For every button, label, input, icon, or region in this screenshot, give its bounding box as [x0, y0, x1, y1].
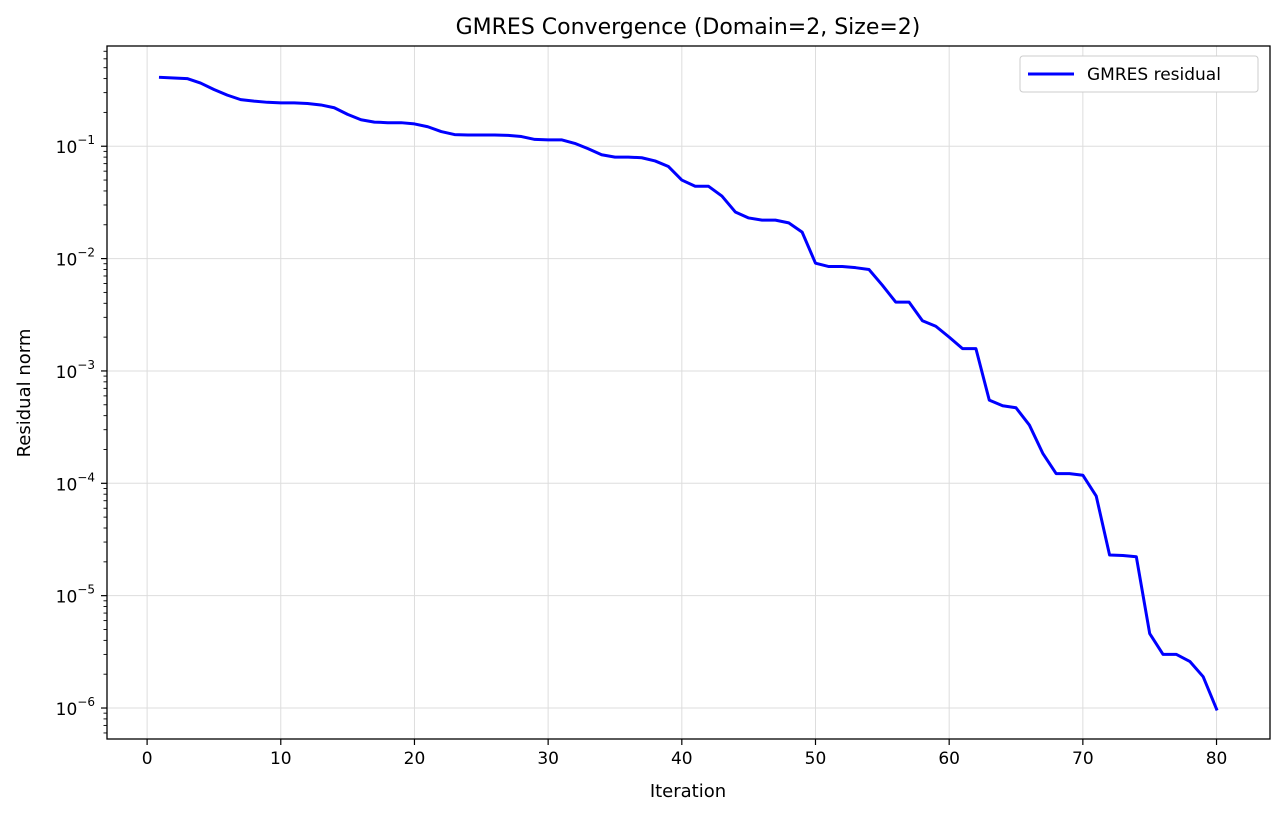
y-tick-exponent: −1 — [77, 133, 95, 147]
y-tick-label: 10−5 — [56, 583, 95, 608]
y-tick-exponent: −3 — [77, 358, 95, 372]
plot-frame — [106, 45, 1271, 740]
y-tick-exponent: −6 — [77, 695, 95, 709]
x-tick-label: 0 — [142, 749, 153, 769]
grid — [107, 46, 1270, 739]
x-tick-label: 20 — [404, 749, 426, 769]
x-tick-label: 10 — [270, 749, 292, 769]
y-tick-exponent: −5 — [77, 583, 95, 597]
y-tick-exponent: −4 — [77, 470, 95, 484]
legend-label: GMRES residual — [1087, 65, 1221, 85]
series-line-gmres-residual — [158, 75, 1219, 711]
y-axis-label: Residual norm — [14, 329, 35, 458]
x-tick-label: 30 — [537, 749, 559, 769]
x-tick-label: 70 — [1072, 749, 1094, 769]
legend-box — [1019, 55, 1259, 93]
x-tick-label: 40 — [671, 749, 693, 769]
x-axis-label: Iteration — [650, 781, 726, 802]
y-tick-label: 10−6 — [56, 695, 95, 720]
x-tick-label: 60 — [938, 749, 960, 769]
y-tick-exponent: −2 — [77, 246, 95, 260]
series-group — [158, 75, 1219, 711]
x-axis-ticks: 0 10 20 30 40 50 60 70 80 — [142, 739, 1228, 769]
y-tick-label: 10−2 — [56, 246, 95, 271]
chart-title: GMRES Convergence (Domain=2, Size=2) — [456, 15, 921, 40]
x-tick-label: 80 — [1206, 749, 1228, 769]
legend: GMRES residual — [1019, 55, 1259, 93]
x-tick-label: 50 — [805, 749, 827, 769]
